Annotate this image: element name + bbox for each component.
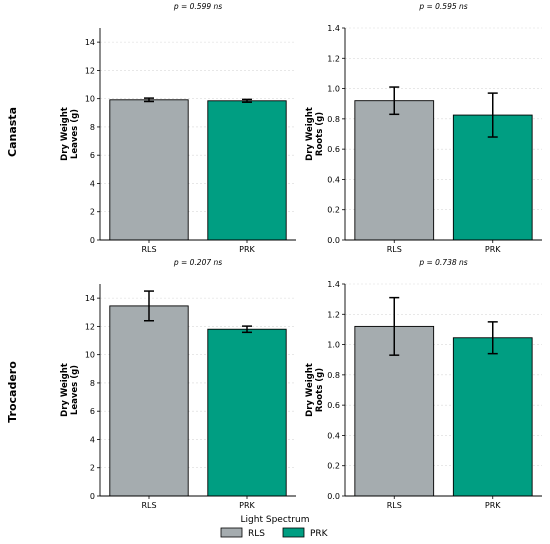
bar-rls bbox=[109, 99, 189, 241]
y-tick-label: 1.2 bbox=[327, 54, 340, 63]
p-value-annotation: p = 0.738 ns bbox=[418, 258, 467, 267]
y-tick-label: 8 bbox=[90, 379, 95, 388]
x-tick-label: RLS bbox=[387, 501, 402, 510]
y-tick-label: 4 bbox=[90, 179, 95, 188]
y-axis-label: Dry WeightRoots (g) bbox=[305, 363, 325, 417]
y-axis-label-line: Dry Weight bbox=[305, 363, 315, 417]
y-tick-label: 8 bbox=[90, 123, 95, 132]
y-tick-label: 6 bbox=[90, 151, 95, 160]
y-axis-label: Dry WeightRoots (g) bbox=[305, 107, 325, 161]
y-tick-label: 0.0 bbox=[327, 492, 340, 501]
legend-label-prk: PRK bbox=[310, 529, 329, 539]
row-label-trocadero: Trocadero bbox=[6, 361, 19, 423]
x-tick-label: PRK bbox=[239, 245, 255, 254]
legend: Light Spectrum RLS PRK bbox=[220, 515, 329, 539]
y-tick-label: 1.0 bbox=[327, 341, 340, 350]
bar-rls bbox=[354, 100, 435, 241]
x-tick-label: PRK bbox=[485, 245, 501, 254]
y-axis-label-line: Dry Weight bbox=[60, 107, 70, 161]
y-tick-label: 12 bbox=[85, 322, 95, 331]
y-tick-label: 2 bbox=[90, 464, 95, 473]
y-axis-label-line: Leaves (g) bbox=[70, 365, 80, 415]
y-tick-label: 0.4 bbox=[327, 175, 340, 184]
panel-0: RLS PRK 0 2 4 6 8 10 12 14 Dry WeightLeaves (g) p =… bbox=[60, 2, 296, 254]
y-tick-label: 10 bbox=[85, 351, 95, 360]
y-axis-label-line: Roots (g) bbox=[315, 368, 325, 412]
y-tick-label: 0.0 bbox=[327, 236, 340, 245]
y-tick-label: 14 bbox=[85, 38, 95, 47]
y-axis-label-line: Dry Weight bbox=[305, 107, 315, 161]
y-axis-label-line: Leaves (g) bbox=[70, 109, 80, 159]
bar-prk bbox=[452, 337, 533, 497]
y-tick-label: 14 bbox=[85, 294, 95, 303]
y-tick-label: 0.6 bbox=[327, 401, 340, 410]
y-tick-label: 2 bbox=[90, 208, 95, 217]
y-tick-label: 0.2 bbox=[327, 462, 340, 471]
x-tick-label: RLS bbox=[141, 501, 156, 510]
panel-1: RLS PRK 0.0 0.2 0.4 0.6 0.8 1.0 1.2 1.4 Dry Weight… bbox=[305, 2, 542, 254]
row-label-canasta: Canasta bbox=[6, 107, 19, 157]
y-tick-label: 0.8 bbox=[327, 371, 340, 380]
y-axis-label-line: Roots (g) bbox=[315, 112, 325, 156]
y-tick-label: 1.4 bbox=[327, 280, 340, 289]
y-tick-label: 12 bbox=[85, 66, 95, 75]
y-tick-label: 1.4 bbox=[327, 24, 340, 33]
y-tick-label: 0 bbox=[90, 236, 95, 245]
x-tick-label: PRK bbox=[239, 501, 255, 510]
p-value-annotation: p = 0.595 ns bbox=[418, 2, 467, 11]
x-tick-label: RLS bbox=[141, 245, 156, 254]
y-axis-label: Dry WeightLeaves (g) bbox=[60, 363, 80, 417]
p-value-annotation: p = 0.599 ns bbox=[173, 2, 222, 11]
legend-swatch-rls bbox=[220, 527, 243, 538]
y-tick-label: 10 bbox=[85, 95, 95, 104]
bar-rls bbox=[109, 305, 189, 497]
y-tick-label: 0.2 bbox=[327, 206, 340, 215]
y-axis-label-line: Dry Weight bbox=[60, 363, 70, 417]
y-tick-label: 0.8 bbox=[327, 115, 340, 124]
y-tick-label: 1.2 bbox=[327, 310, 340, 319]
y-tick-label: 0.6 bbox=[327, 145, 340, 154]
y-axis-label: Dry WeightLeaves (g) bbox=[60, 107, 80, 161]
panel-3: RLS PRK 0.0 0.2 0.4 0.6 0.8 1.0 1.2 1.4 Dry Weight… bbox=[305, 258, 542, 510]
x-tick-label: PRK bbox=[485, 501, 501, 510]
x-tick-label: RLS bbox=[387, 245, 402, 254]
y-tick-label: 4 bbox=[90, 435, 95, 444]
legend-label-rls: RLS bbox=[248, 529, 265, 539]
p-value-annotation: p = 0.207 ns bbox=[173, 258, 222, 267]
bar-prk bbox=[207, 328, 287, 497]
y-tick-label: 6 bbox=[90, 407, 95, 416]
legend-swatch-prk bbox=[282, 527, 305, 538]
panel-2: RLS PRK 0 2 4 6 8 10 12 14 Dry WeightLeaves (g) p =… bbox=[60, 258, 296, 510]
y-tick-label: 1.0 bbox=[327, 85, 340, 94]
bar-prk bbox=[207, 100, 287, 241]
y-tick-label: 0.4 bbox=[327, 431, 340, 440]
legend-title: Light Spectrum bbox=[241, 515, 310, 525]
y-tick-label: 0 bbox=[90, 492, 95, 501]
